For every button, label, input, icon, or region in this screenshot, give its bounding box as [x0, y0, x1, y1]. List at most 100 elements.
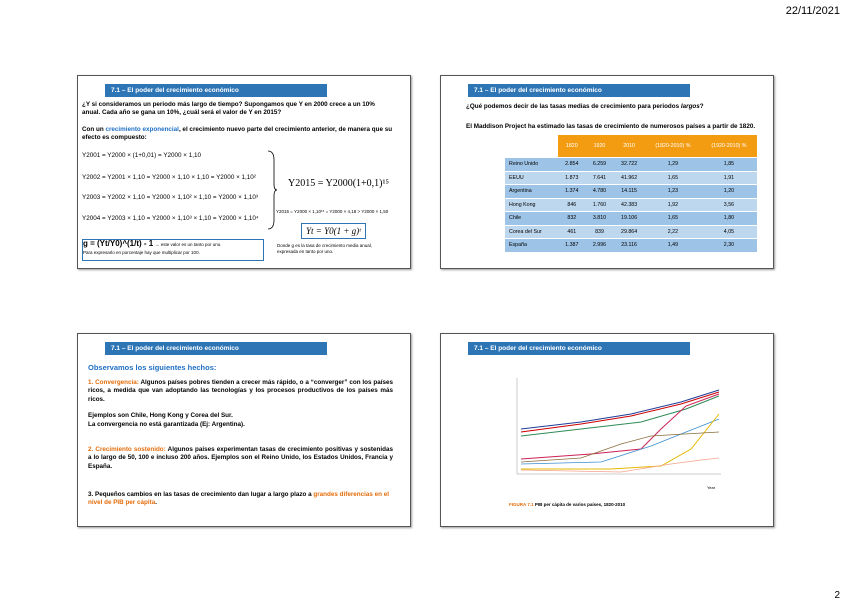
text: ?: [699, 103, 704, 110]
text: 3. Pequeños cambios en las tasas de crec…: [88, 491, 314, 498]
formula: Y2015 = Y2000(1+0,1)¹⁵: [288, 178, 389, 189]
formula-box: g = (Yt/Y0)^(1/t) - 1 → este valor es un…: [82, 239, 264, 261]
cell: 2.854: [557, 157, 586, 172]
cell: 1,91: [700, 171, 757, 185]
cell: 4,05: [700, 225, 757, 239]
cell: 846: [557, 198, 586, 212]
header-cell: 1820: [557, 135, 586, 158]
cell: EEUU: [505, 171, 558, 185]
cell: 7.641: [585, 171, 614, 185]
formula: Y2003 = Y2002 × 1,10 = Y2000 × 1,10² × 1…: [82, 194, 258, 201]
cell: 839: [585, 225, 614, 239]
text: 2.: [88, 446, 96, 453]
text: Algunos países experimentan tasas de cre…: [88, 446, 393, 470]
cell: 23.116: [613, 238, 645, 253]
text: ¿Qué podemos decir de las tasas medias d…: [466, 103, 766, 111]
slide-title: 7.1 – El poder del crecimiento económico: [105, 342, 327, 355]
text: 1. Convergencia: Algunos países pobres t…: [88, 379, 393, 404]
text: La convergencia no está garantizada (Ej:…: [88, 421, 245, 428]
cell: Corea del Sur: [505, 225, 558, 239]
text: Ejemplos son Chile, Hong Kong y Corea de…: [88, 412, 233, 419]
formula: Yt = Y0(1 + g)ᵗ: [301, 223, 366, 239]
text: Donde g es la tasa de crecimiento media …: [277, 243, 373, 254]
cell: 1,29: [644, 157, 701, 172]
cell: 42.383: [613, 198, 645, 212]
cell: Reino Unido: [505, 157, 558, 172]
heading: Observamos los siguientes hechos:: [88, 363, 217, 372]
table-row: España 1.387 2.996 23.116 1,49 2,30: [505, 238, 757, 253]
cell: 32.722: [613, 157, 645, 172]
cell: 29.864: [613, 225, 645, 239]
cell: 1,20: [700, 184, 757, 199]
table-row: Chile 832 3.810 19.106 1,65 1,80: [505, 211, 757, 226]
slide: 7.1 – El poder del crecimiento económico…: [440, 333, 774, 527]
text: .: [155, 499, 157, 507]
formula: Y2004 = Y2003 × 1,10 = Y2000 × 1,10³ × 1…: [82, 215, 259, 222]
text: El Maddison Project ha estimado las tasa…: [466, 123, 756, 130]
text: ¿Y si consideramos un periodo más largo …: [82, 101, 375, 117]
text: crecimiento exponencial: [105, 126, 179, 133]
page-number: 2: [834, 590, 840, 601]
header-cell: [505, 135, 558, 158]
header-cell: 1920: [585, 135, 614, 158]
cell: 1.374: [557, 184, 586, 199]
cell: Hong Kong: [505, 198, 558, 212]
cell: 832: [557, 211, 586, 226]
cell: 1.873: [557, 171, 586, 185]
text: grandes diferencias en el nivel de PIB p…: [88, 491, 389, 507]
chart-image: [516, 378, 721, 475]
axis-label: Year: [707, 485, 716, 490]
cell: Argentina: [505, 184, 558, 199]
header-cell: 2010: [613, 135, 645, 158]
text: Con un crecimiento exponencial, el creci…: [82, 126, 394, 143]
text: Algunos países pobres tienden a crecer m…: [88, 379, 393, 403]
slide: 7.1 – El poder del crecimiento económico…: [77, 333, 411, 527]
date: 22/11/2021: [785, 5, 840, 17]
cell: 14.115: [613, 184, 645, 199]
text: Con un: [82, 126, 106, 133]
slide-title: 7.1 – El poder del crecimiento económico: [468, 342, 690, 355]
formula: Y2002 = Y2001 × 1,10 = Y2000 × 1,10 × 1,…: [82, 174, 256, 181]
header-cell: (1820-2010) %: [644, 135, 701, 158]
text: 2. Crecimiento sostenido: Algunos países…: [88, 446, 393, 471]
cell: 1,65: [644, 171, 701, 185]
cell: 2,22: [644, 225, 701, 239]
cell: 1,92: [644, 198, 701, 212]
text: Crecimiento sostenido:: [95, 446, 166, 453]
formula: g = (Yt/Y0)^(1/t) - 1: [83, 239, 154, 248]
table-row: Hong Kong 846 1.760 42.383 1,92 3,56: [505, 198, 757, 212]
table-row: Corea del Sur 461 839 29.864 2,22 4,05: [505, 225, 757, 239]
cell: 1.387: [557, 238, 586, 253]
table: 1820 1920 2010 (1820-2010) % (1920-2010) % Re…: [505, 135, 757, 253]
text: 3. Pequeños cambios en las tasas de crec…: [88, 491, 393, 508]
slide: 7.1 – El poder del crecimiento económico…: [77, 75, 411, 269]
cell: 3,56: [700, 198, 757, 212]
table-row: EEUU 1.873 7.641 41.962 1,65 1,91: [505, 171, 757, 185]
text: FIGURA 7.1: [509, 502, 534, 507]
cell: 2,30: [700, 238, 757, 253]
text: ¿Qué podemos decir de las tasas medias d…: [466, 103, 681, 110]
cell: 4.780: [585, 184, 614, 199]
text: Convergencia:: [95, 379, 139, 386]
table-header: 1820 1920 2010 (1820-2010) % (1920-2010) %: [505, 135, 757, 158]
table-row: Reino Unido 2.854 6.259 32.722 1,29 1,85: [505, 157, 757, 172]
cell: Chile: [505, 211, 558, 226]
table-row: Argentina 1.374 4.780 14.115 1,23 1,20: [505, 184, 757, 199]
cell: 461: [557, 225, 586, 239]
slide: 7.1 – El poder del crecimiento económico…: [440, 75, 774, 269]
cell: 6.259: [585, 157, 614, 172]
cell: 1,85: [700, 157, 757, 172]
caption: FIGURA 7.1 PIB per cápita de varios país…: [509, 501, 625, 509]
cell: 3.810: [585, 211, 614, 226]
header-cell: (1920-2010) %: [700, 135, 757, 158]
cell: 1,23: [644, 184, 701, 199]
cell: 19.106: [613, 211, 645, 226]
text: PIB per cápita de varios países, 1820-20…: [534, 502, 626, 507]
formula: Y2015 = Y2000 × 1,10¹⁵ = Y2000 × 4,18 > …: [276, 209, 389, 214]
cell: 1,80: [700, 211, 757, 226]
text: largos: [680, 103, 700, 110]
cell: 1,65: [644, 211, 701, 226]
text: 1.: [88, 379, 96, 386]
formula: Y2001 = Y2000 × (1+0,01) = Y2000 × 1,10: [82, 152, 201, 159]
